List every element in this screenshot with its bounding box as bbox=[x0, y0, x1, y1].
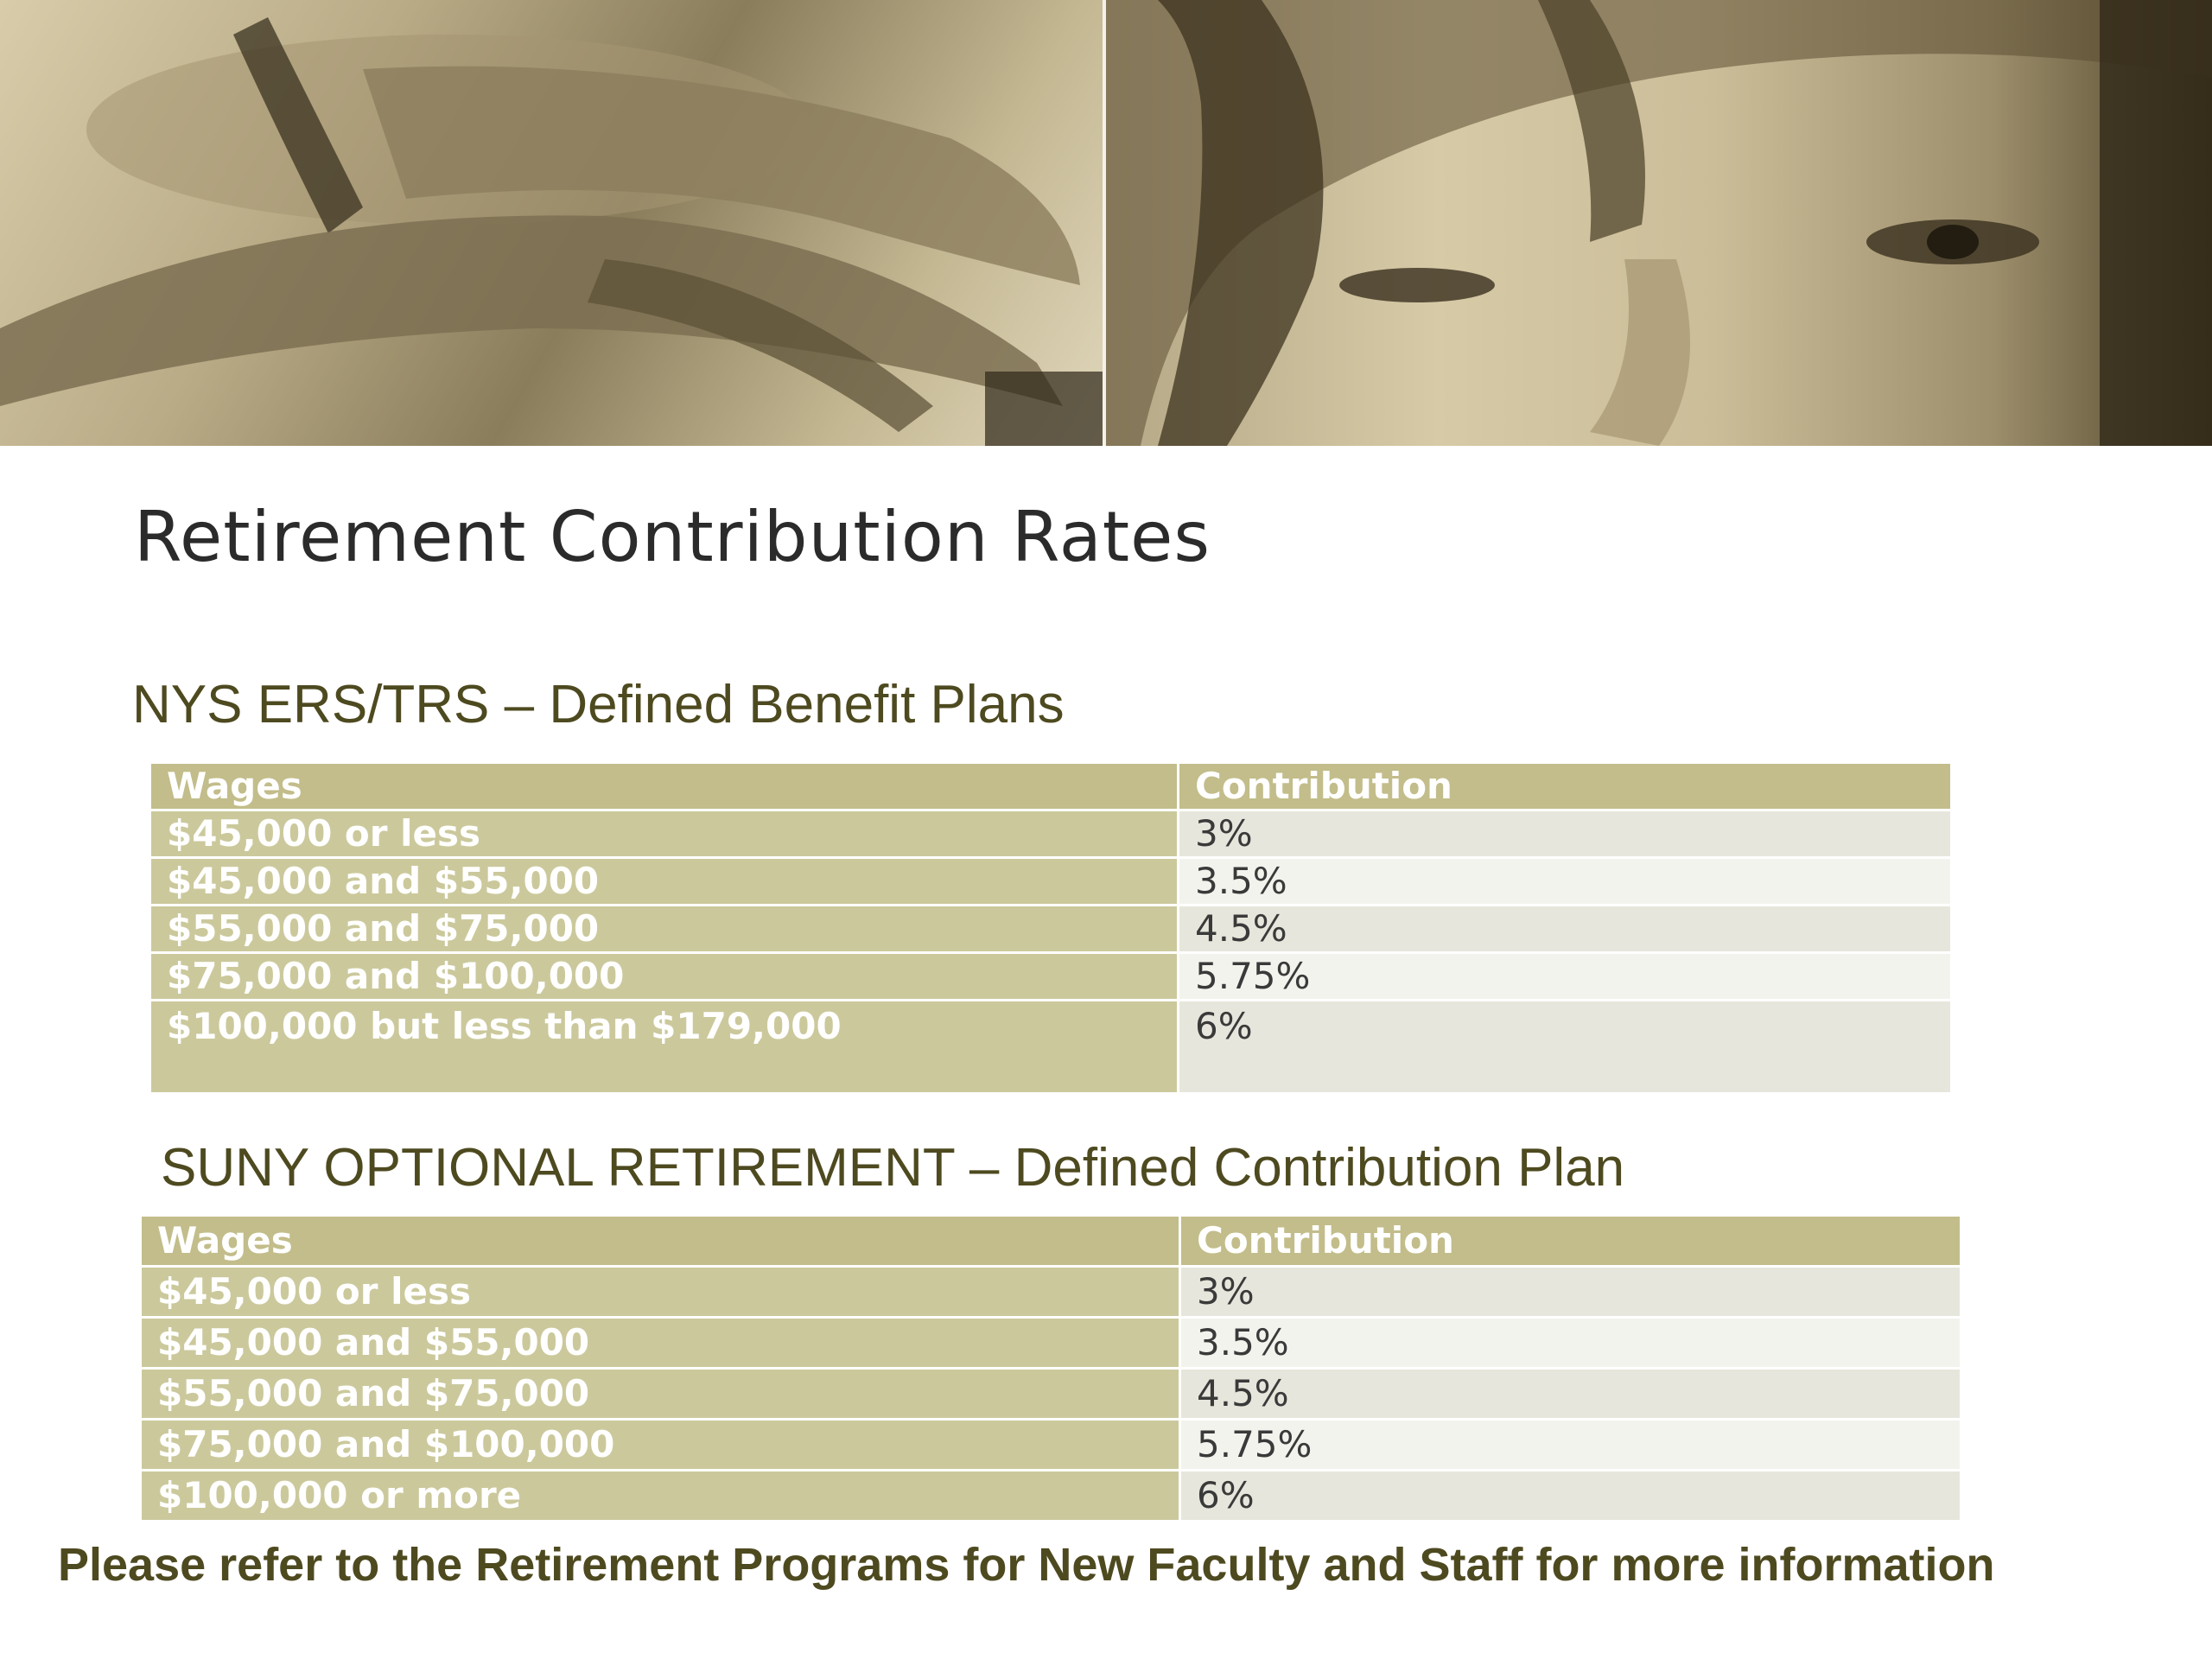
page-title: Retirement Contribution Rates bbox=[134, 497, 1211, 577]
column-header-wages: Wages bbox=[139, 1214, 1181, 1268]
table-header-row: Wages Contribution bbox=[139, 1214, 1962, 1268]
wages-cell: $75,000 and $100,000 bbox=[139, 1418, 1181, 1471]
column-header-contribution: Contribution bbox=[1179, 1214, 1962, 1268]
wages-cell: $55,000 and $75,000 bbox=[149, 904, 1179, 954]
table-row: $45,000 and $55,000 3.5% bbox=[149, 856, 1953, 906]
wages-cell: $45,000 or less bbox=[149, 809, 1179, 859]
contribution-cell: 3% bbox=[1177, 809, 1953, 859]
photo-banner bbox=[0, 0, 2212, 446]
contribution-cell: 3.5% bbox=[1177, 856, 1953, 906]
contribution-cell: 3.5% bbox=[1179, 1316, 1962, 1370]
contribution-cell: 3% bbox=[1179, 1265, 1962, 1319]
contribution-cell: 5.75% bbox=[1179, 1418, 1962, 1471]
contribution-cell: 5.75% bbox=[1177, 951, 1953, 1001]
hands-on-keyboard-photo bbox=[0, 0, 1103, 446]
wages-cell: $75,000 and $100,000 bbox=[149, 951, 1179, 1001]
table-row: $55,000 and $75,000 4.5% bbox=[139, 1367, 1962, 1421]
contribution-cell: 6% bbox=[1179, 1469, 1962, 1522]
wages-cell: $45,000 and $55,000 bbox=[149, 856, 1179, 906]
table-row: $75,000 and $100,000 5.75% bbox=[149, 951, 1953, 1001]
defined-benefit-table: Wages Contribution $45,000 or less 3% $4… bbox=[149, 761, 1953, 1095]
wages-cell: $45,000 or less bbox=[139, 1265, 1181, 1319]
table-row: $45,000 or less 3% bbox=[149, 809, 1953, 859]
table-row: $100,000 or more 6% bbox=[139, 1469, 1962, 1522]
section-heading-defined-benefit: NYS ERS/TRS – Defined Benefit Plans bbox=[132, 675, 1065, 734]
defined-contribution-table: Wages Contribution $45,000 or less 3% $4… bbox=[139, 1214, 1962, 1522]
wages-cell: $45,000 and $55,000 bbox=[139, 1316, 1181, 1370]
wages-cell: $100,000 or more bbox=[139, 1469, 1181, 1522]
wages-cell: $55,000 and $75,000 bbox=[139, 1367, 1181, 1421]
banner-divider bbox=[1103, 0, 1106, 446]
woman-face-photo bbox=[1106, 0, 2212, 446]
contribution-cell: 4.5% bbox=[1179, 1367, 1962, 1421]
table-row: $75,000 and $100,000 5.75% bbox=[139, 1418, 1962, 1471]
contribution-cell: 6% bbox=[1177, 999, 1953, 1095]
table-row: $45,000 and $55,000 3.5% bbox=[139, 1316, 1962, 1370]
table-header-row: Wages Contribution bbox=[149, 761, 1953, 811]
column-header-contribution: Contribution bbox=[1177, 761, 1953, 811]
column-header-wages: Wages bbox=[149, 761, 1179, 811]
table-row: $45,000 or less 3% bbox=[139, 1265, 1962, 1319]
wages-cell: $100,000 but less than $179,000 bbox=[149, 999, 1179, 1095]
table-row: $100,000 but less than $179,000 6% bbox=[149, 999, 1953, 1095]
contribution-cell: 4.5% bbox=[1177, 904, 1953, 954]
table-row: $55,000 and $75,000 4.5% bbox=[149, 904, 1953, 954]
footer-note: Please refer to the Retirement Programs … bbox=[58, 1539, 1995, 1591]
section-heading-defined-contribution: SUNY OPTIONAL RETIREMENT – Defined Contr… bbox=[161, 1138, 1625, 1198]
